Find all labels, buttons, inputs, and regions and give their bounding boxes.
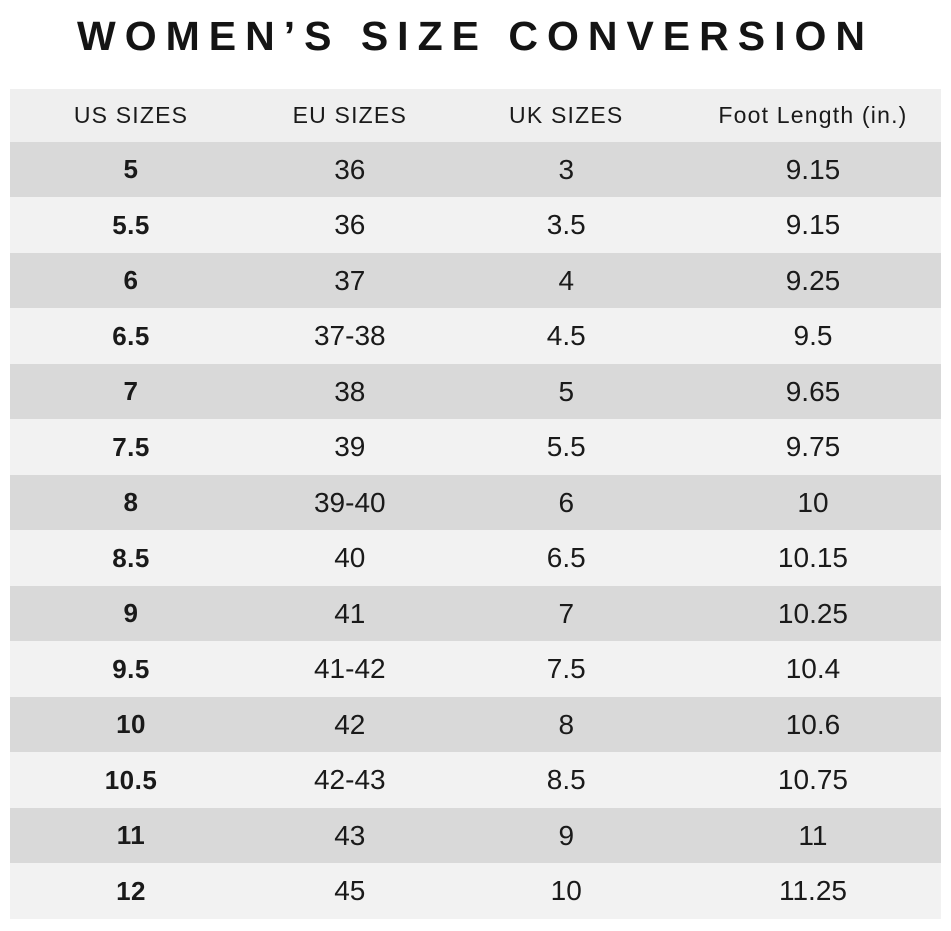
cell-uk: 8 [558, 708, 575, 740]
header-row: US SIZES EU SIZES UK SIZES Foot Length (in.… [10, 88, 941, 142]
table-row: 5 36 3 9.15 [10, 141, 941, 198]
cell-foot-length: 11.25 [778, 875, 847, 907]
cell-foot-length: 9.65 [785, 375, 841, 407]
cell-uk: 8.5 [546, 764, 586, 796]
cell-uk: 6.5 [546, 542, 586, 574]
cell-eu: 41-42 [313, 653, 386, 685]
table-row: 8.5 40 6.5 10.15 [10, 530, 941, 586]
cell-us: 11 [116, 820, 146, 851]
cell-us: 5.5 [112, 209, 150, 240]
cell-uk: 9 [558, 819, 575, 851]
cell-us: 7 [123, 376, 139, 407]
cell-uk: 5 [558, 375, 575, 407]
cell-eu: 42-43 [313, 764, 386, 796]
cell-us: 12 [116, 875, 146, 906]
cell-foot-length: 10.4 [785, 653, 841, 685]
table-row: 6 37 4 9.25 [10, 252, 941, 309]
cell-foot-length: 9.15 [785, 153, 841, 185]
cell-foot-length: 10.6 [785, 708, 841, 740]
page-title: WOMEN’S SIZE CONVERSION [77, 13, 874, 59]
cell-uk: 4 [558, 264, 575, 296]
cell-foot-length: 10 [797, 486, 829, 518]
cell-eu: 42 [334, 708, 366, 740]
cell-eu: 38 [334, 375, 366, 407]
cell-eu: 40 [334, 542, 366, 574]
cell-uk: 6 [558, 486, 575, 518]
cell-us: 6 [123, 265, 139, 296]
cell-uk: 3.5 [546, 209, 586, 241]
cell-foot-length: 9.75 [785, 431, 841, 463]
cell-us: 9.5 [112, 653, 150, 684]
cell-eu: 36 [334, 153, 366, 185]
cell-foot-length: 9.25 [785, 264, 841, 296]
cell-us: 10.5 [104, 764, 158, 795]
cell-us: 8.5 [112, 542, 150, 573]
column-header-us: US SIZES [10, 88, 253, 142]
column-header-eu: EU SIZES [252, 88, 448, 142]
cell-eu: 45 [334, 875, 366, 907]
size-conversion-page: WOMEN’S SIZE CONVERSION US SIZES EU SIZES… [0, 13, 951, 919]
cell-eu: 39-40 [313, 486, 386, 518]
cell-us: 9 [123, 598, 139, 629]
cell-uk: 3 [558, 153, 575, 185]
cell-uk: 5.5 [546, 431, 586, 463]
cell-foot-length: 11 [798, 819, 828, 851]
cell-uk: 10 [550, 875, 582, 907]
cell-foot-length: 10.75 [777, 764, 848, 796]
table-row: 9.5 41-42 7.5 10.4 [10, 641, 941, 697]
table-row: 8 39-40 6 10 [10, 474, 941, 531]
table-row: 7 38 5 9.65 [10, 363, 941, 420]
cell-us: 7.5 [112, 431, 150, 462]
table-row: 10 42 8 10.6 [10, 696, 941, 753]
cell-eu: 43 [334, 819, 366, 851]
cell-eu: 37-38 [313, 320, 386, 352]
table-header: US SIZES EU SIZES UK SIZES Foot Length (in.… [10, 88, 941, 142]
column-header-foot-length: Foot Length (in.) [684, 88, 941, 142]
cell-eu: 36 [334, 209, 366, 241]
table-row: 7.5 39 5.5 9.75 [10, 419, 941, 475]
table-row: 11 43 9 11 [10, 807, 941, 864]
column-header-uk: UK SIZES [447, 88, 685, 142]
cell-us: 6.5 [112, 320, 150, 351]
cell-eu: 37 [334, 264, 366, 296]
cell-uk: 4.5 [546, 320, 586, 352]
cell-foot-length: 9.15 [785, 209, 841, 241]
table-row: 10.5 42-43 8.5 10.75 [10, 752, 941, 808]
cell-uk: 7 [558, 597, 575, 629]
cell-foot-length: 9.5 [793, 320, 833, 352]
table-body: 5 36 3 9.15 5.5 36 3.5 9.15 6 37 4 9.25 6.5 37-38 4.5 9… [10, 141, 941, 919]
table-row: 5.5 36 3.5 9.15 [10, 197, 941, 253]
cell-uk: 7.5 [546, 653, 586, 685]
size-table: US SIZES EU SIZES UK SIZES Foot Length (in.… [10, 88, 941, 919]
cell-eu: 39 [334, 431, 366, 463]
table-row: 6.5 37-38 4.5 9.5 [10, 308, 941, 364]
table-row: 9 41 7 10.25 [10, 585, 941, 642]
table-row: 12 45 10 11.25 [10, 863, 941, 919]
cell-foot-length: 10.25 [777, 597, 848, 629]
cell-foot-length: 10.15 [777, 542, 848, 574]
cell-us: 8 [123, 487, 139, 518]
cell-eu: 41 [334, 597, 366, 629]
cell-us: 5 [123, 154, 139, 185]
size-conversion-table: US SIZES EU SIZES UK SIZES Foot Length (in.… [10, 88, 941, 919]
cell-us: 10 [116, 709, 146, 740]
